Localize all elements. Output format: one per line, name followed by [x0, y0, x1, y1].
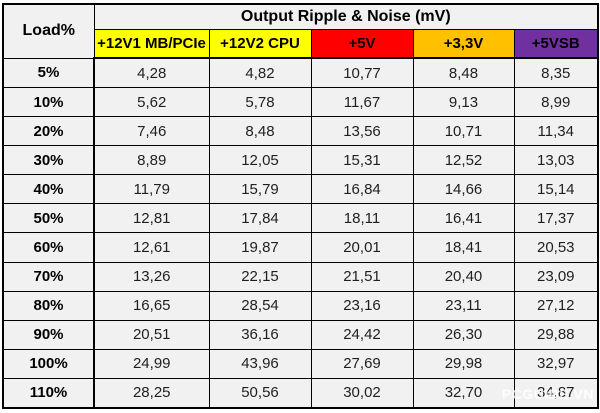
ripple-noise-table-container: Load% Output Ripple & Noise (mV) +12V1 M…	[2, 3, 600, 409]
column-header-5v: +5V	[310, 29, 414, 59]
table-cell: 8,48	[412, 57, 515, 89]
table-title: Output Ripple & Noise (mV)	[93, 3, 599, 30]
table-row: 110% 28,25 50,56 30,02 32,70 34,87	[2, 377, 599, 409]
table-cell: 18,11	[310, 203, 414, 234]
table-cell: 16,65	[93, 290, 210, 321]
table-cell: 13,26	[93, 261, 210, 292]
table-cell: 50,56	[208, 377, 312, 409]
table-row: 70% 13,26 22,15 21,51 20,40 23,09	[2, 261, 599, 292]
table-cell: 18,41	[412, 232, 515, 263]
table-cell: 12,81	[93, 203, 210, 234]
table-cell: 16,41	[412, 203, 515, 234]
table-cell: 5,78	[208, 87, 312, 118]
ripple-noise-table: Load% Output Ripple & Noise (mV) +12V1 M…	[2, 3, 600, 409]
row-load-label: 110%	[2, 377, 95, 409]
row-load-label: 70%	[2, 261, 95, 292]
table-cell: 16,84	[310, 174, 414, 205]
table-row: 90% 20,51 36,16 24,42 26,30 29,88	[2, 319, 599, 350]
row-load-label: 50%	[2, 203, 95, 234]
group-header-row: Load% Output Ripple & Noise (mV)	[2, 3, 599, 59]
table-cell: 19,87	[208, 232, 312, 263]
table-cell: 17,84	[208, 203, 312, 234]
table-cell: 28,25	[93, 377, 210, 409]
table-cell: 12,61	[93, 232, 210, 263]
column-header-3v3: +3,3V	[412, 29, 515, 59]
table-cell: 4,28	[93, 57, 210, 89]
table-cell: 26,30	[412, 319, 515, 350]
row-load-label: 80%	[2, 290, 95, 321]
table-cell: 17,37	[513, 203, 599, 234]
table-cell: 12,05	[208, 145, 312, 176]
table-row: 5% 4,28 4,82 10,77 8,48 8,35	[2, 57, 599, 89]
table-cell: 20,40	[412, 261, 515, 292]
table-row: 30% 8,89 12,05 15,31 12,52 13,03	[2, 145, 599, 176]
table-cell: 43,96	[208, 348, 312, 379]
table-cell: 13,56	[310, 116, 414, 147]
table-cell: 8,89	[93, 145, 210, 176]
table-cell: 20,53	[513, 232, 599, 263]
table-cell: 4,82	[208, 57, 312, 89]
table-cell: 11,34	[513, 116, 599, 147]
table-cell: 24,42	[310, 319, 414, 350]
row-load-label: 5%	[2, 57, 95, 89]
table-row: 20% 7,46 8,48 13,56 10,71 11,34	[2, 116, 599, 147]
table-cell: 20,01	[310, 232, 414, 263]
table-cell: 8,48	[208, 116, 312, 147]
table-cell: 15,79	[208, 174, 312, 205]
table-cell: 8,35	[513, 57, 599, 89]
table-cell: 5,62	[93, 87, 210, 118]
table-cell: 10,71	[412, 116, 515, 147]
table-cell: 14,66	[412, 174, 515, 205]
row-load-label: 100%	[2, 348, 95, 379]
table-cell: 34,87	[513, 377, 599, 409]
table-cell: 29,88	[513, 319, 599, 350]
table-cell: 27,12	[513, 290, 599, 321]
table-cell: 36,16	[208, 319, 312, 350]
load-column-header: Load%	[2, 3, 95, 59]
table-row: 40% 11,79 15,79 16,84 14,66 15,14	[2, 174, 599, 205]
rail-header-row: +12V1 MB/PCIe +12V2 CPU +5V +3,3V +5VSB	[3, 29, 599, 59]
table-cell: 32,70	[412, 377, 515, 409]
table-row: 80% 16,65 28,54 23,16 23,11 27,12	[2, 290, 599, 321]
row-load-label: 90%	[2, 319, 95, 350]
table-cell: 23,11	[412, 290, 515, 321]
table-cell: 23,09	[513, 261, 599, 292]
table-row: 100% 24,99 43,96 27,69 29,98 32,97	[2, 348, 599, 379]
table-cell: 20,51	[93, 319, 210, 350]
row-load-label: 20%	[2, 116, 95, 147]
table-cell: 27,69	[310, 348, 414, 379]
table-cell: 11,79	[93, 174, 210, 205]
table-cell: 7,46	[93, 116, 210, 147]
table-cell: 28,54	[208, 290, 312, 321]
table-row: 10% 5,62 5,78 11,67 9,13 8,99	[2, 87, 599, 118]
table-cell: 24,99	[93, 348, 210, 379]
column-header-5vsb: +5VSB	[513, 29, 599, 59]
table-cell: 11,67	[310, 87, 414, 118]
row-load-label: 40%	[2, 174, 95, 205]
table-cell: 8,99	[513, 87, 599, 118]
column-header-12v2-cpu: +12V2 CPU	[208, 29, 312, 59]
table-cell: 22,15	[208, 261, 312, 292]
table-cell: 21,51	[310, 261, 414, 292]
column-header-12v1-mb-pcie: +12V1 MB/PCIe	[93, 29, 210, 59]
table-cell: 12,52	[412, 145, 515, 176]
row-load-label: 60%	[2, 232, 95, 263]
table-cell: 15,14	[513, 174, 599, 205]
table-cell: 23,16	[310, 290, 414, 321]
row-load-label: 10%	[2, 87, 95, 118]
table-cell: 13,03	[513, 145, 599, 176]
table-cell: 29,98	[412, 348, 515, 379]
table-cell: 9,13	[412, 87, 515, 118]
table-cell: 30,02	[310, 377, 414, 409]
table-cell: 10,77	[310, 57, 414, 89]
table-row: 60% 12,61 19,87 20,01 18,41 20,53	[2, 232, 599, 263]
row-load-label: 30%	[2, 145, 95, 176]
table-row: 50% 12,81 17,84 18,11 16,41 17,37	[2, 203, 599, 234]
table-cell: 15,31	[310, 145, 414, 176]
table-cell: 32,97	[513, 348, 599, 379]
